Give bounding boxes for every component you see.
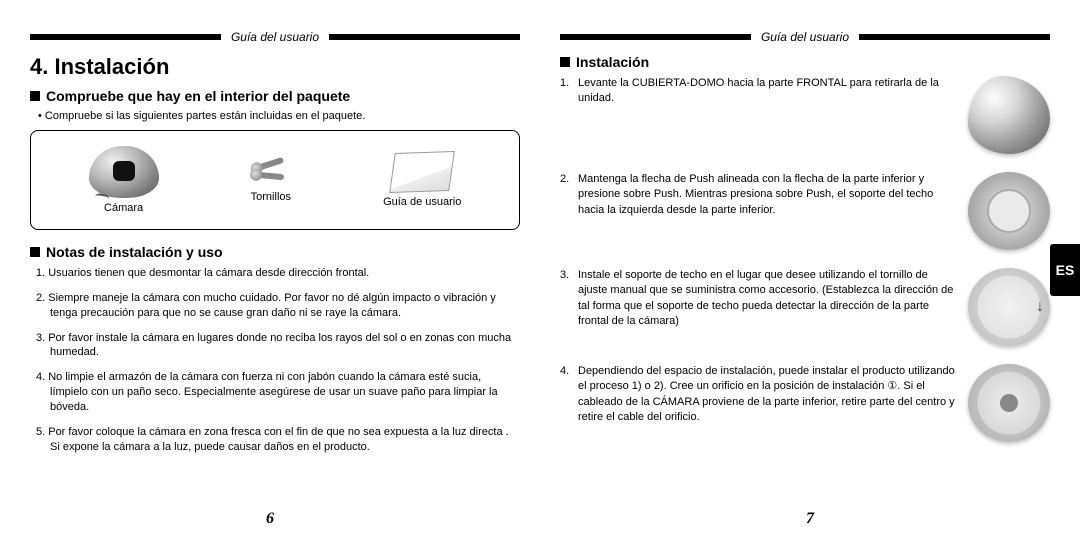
package-item-screws: Tornillos [246, 157, 296, 203]
note-item: 2. Siempre maneje la cámara con mucho cu… [36, 291, 520, 321]
ceiling-bracket-image [968, 268, 1050, 346]
language-tab: ES [1050, 244, 1080, 296]
header-label: Guía del usuario [751, 30, 859, 44]
guide-icon [389, 151, 455, 193]
check-heading: Compruebe que hay en el interior del paq… [30, 88, 520, 104]
header-rule [560, 34, 751, 40]
install-steps: 1. Levante la CUBIERTA-DOMO hacia la par… [560, 76, 1050, 442]
page-spread: Guía del usuario 4. Instalación Comprueb… [0, 0, 1080, 540]
header-bar-left: Guía del usuario [30, 30, 520, 44]
screws-icon [246, 157, 296, 187]
package-item-guide: Guía de usuario [383, 152, 461, 208]
step-body: Dependiendo del espacio de instalación, … [578, 364, 958, 426]
page-left: Guía del usuario 4. Instalación Comprueb… [0, 0, 540, 540]
mount-hole-image [968, 364, 1050, 442]
step-body: Levante la CUBIERTA-DOMO hacia la parte … [578, 76, 958, 107]
step-text: 3. Instale el soporte de techo en el lug… [560, 268, 968, 330]
step-num: 2. [560, 172, 578, 218]
guide-label: Guía de usuario [383, 196, 461, 208]
step-1: 1. Levante la CUBIERTA-DOMO hacia la par… [560, 76, 1050, 154]
notes-heading-text: Notas de instalación y uso [46, 244, 223, 260]
step-num: 3. [560, 268, 578, 330]
step-num: 4. [560, 364, 578, 426]
step-body: Mantenga la flecha de Push alineada con … [578, 172, 958, 218]
page-number-right: 7 [806, 510, 814, 528]
page-right: Guía del usuario Instalación 1. Levante … [540, 0, 1080, 540]
header-bar-right: Guía del usuario [560, 30, 1050, 44]
step-3: 3. Instale el soporte de techo en el lug… [560, 268, 1050, 346]
header-rule [329, 34, 520, 40]
install-heading-text: Instalación [576, 54, 649, 70]
header-rule [859, 34, 1050, 40]
dome-cover-image [968, 76, 1050, 154]
screws-label: Tornillos [251, 191, 291, 203]
step-body: Instale el soporte de techo en el lugar … [578, 268, 958, 330]
section-title: 4. Instalación [30, 54, 520, 80]
note-item: 1. Usuarios tienen que desmontar la cáma… [36, 266, 520, 281]
header-rule [30, 34, 221, 40]
notes-list: 1. Usuarios tienen que desmontar la cáma… [30, 266, 520, 454]
package-item-camera: Cámara [89, 146, 159, 214]
header-label: Guía del usuario [221, 30, 329, 44]
note-item: 4. No limpie el armazón de la cámara con… [36, 370, 520, 415]
camera-label: Cámara [104, 202, 143, 214]
step-4: 4. Dependiendo del espacio de instalació… [560, 364, 1050, 442]
page-number-left: 6 [266, 510, 274, 528]
step-text: 4. Dependiendo del espacio de instalació… [560, 364, 968, 426]
check-bullet: • Compruebe si las siguientes partes est… [38, 110, 520, 122]
camera-icon [89, 146, 159, 198]
note-item: 3. Por favor instale la cámara en lugare… [36, 331, 520, 361]
step-text: 2. Mantenga la flecha de Push alineada c… [560, 172, 968, 218]
step-text: 1. Levante la CUBIERTA-DOMO hacia la par… [560, 76, 968, 107]
package-contents-box: Cámara Tornillos Guía de usuario [30, 130, 520, 230]
note-item: 5. Por favor coloque la cámara en zona f… [36, 425, 520, 455]
push-ring-image [968, 172, 1050, 250]
step-2: 2. Mantenga la flecha de Push alineada c… [560, 172, 1050, 250]
notes-heading: Notas de instalación y uso [30, 244, 520, 260]
check-heading-text: Compruebe que hay en el interior del paq… [46, 88, 350, 104]
step-num: 1. [560, 76, 578, 107]
install-heading: Instalación [560, 54, 1050, 70]
